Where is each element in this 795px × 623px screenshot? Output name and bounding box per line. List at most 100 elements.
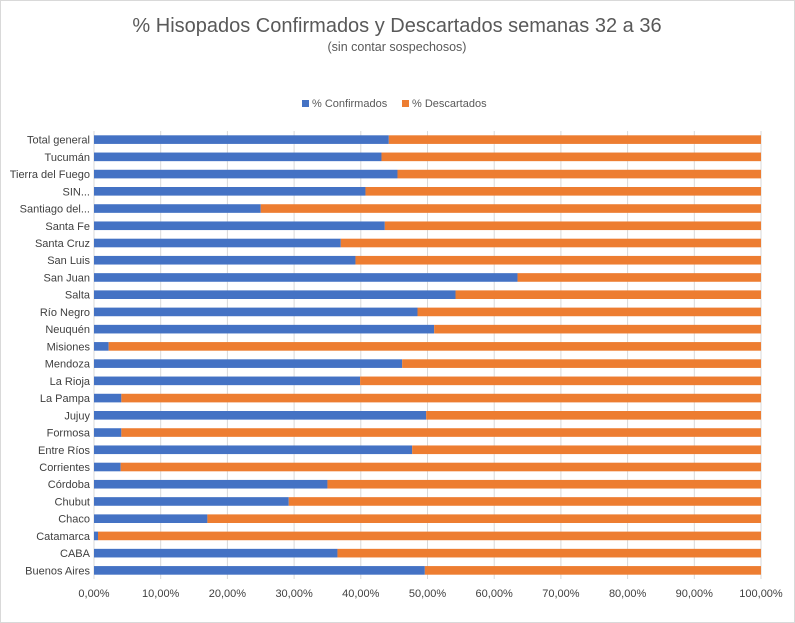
category-label: Entre Ríos [38,445,90,457]
bar-descartados [108,342,761,351]
category-label: Santa Cruz [35,238,90,250]
chart-subtitle: (sin contar sospechosos) [328,40,467,54]
bar-confirmados [94,393,122,403]
bar-confirmados [94,290,456,299]
category-label: Jujuy [64,410,90,422]
bar-descartados [381,152,761,162]
category-label: Total general [27,135,90,147]
x-tick-label: 0,00% [78,588,109,600]
bar-confirmados [94,445,413,455]
bar-confirmados [94,204,261,213]
bar-confirmados [94,238,341,248]
bar-confirmados [94,428,122,437]
category-label: Buenos Aires [25,565,90,577]
category-label: Chaco [58,514,90,526]
bar-descartados [402,359,761,368]
category-label: Catamarca [36,531,91,543]
bar-confirmados [94,152,382,162]
category-label: Salta [65,290,91,302]
gridlines [93,131,762,579]
x-tick-label: 30,00% [275,588,313,600]
x-tick-label: 10,00% [142,588,180,600]
bar-confirmados [94,359,403,368]
category-label: Misiones [47,341,91,353]
bar-confirmados [94,548,338,558]
legend: % Confirmados % Descartados [302,98,487,110]
category-label: SIN... [62,186,90,198]
bars [94,135,762,575]
category-label: Neuquén [45,324,90,336]
category-label: Tucumán [45,152,90,164]
bar-confirmados [94,187,366,196]
bar-descartados [365,187,761,196]
legend-label: % Confirmados [312,98,388,110]
x-tick-label: 40,00% [342,588,380,600]
category-label: La Pampa [40,393,91,405]
bar-confirmados [94,566,425,575]
bar-confirmados [94,479,328,489]
x-tick-label: 70,00% [542,588,580,600]
bar-confirmados [94,497,289,506]
legend-swatch [402,100,409,107]
bar-descartados [121,428,762,437]
x-tick-label: 100,00% [739,588,783,600]
bar-confirmados [94,135,389,144]
x-tick-labels: 0,00% 10,00% 20,00% 30,00% 40,00% 50,00% 60,00… [78,588,783,600]
bar-confirmados [94,324,435,334]
bar-descartados [517,273,761,282]
category-label: Santiago del... [20,204,90,216]
bar-descartados [207,514,761,523]
bar-descartados [388,135,761,144]
bar-descartados [98,531,761,541]
bar-descartados [412,445,761,455]
bar-confirmados [94,531,99,541]
bar-confirmados [94,411,427,420]
legend-swatch [302,100,309,107]
bar-confirmados [94,307,418,317]
bar-descartados [121,393,762,403]
bar-confirmados [94,273,518,282]
bar-descartados [327,479,761,489]
bar-descartados [417,307,761,317]
bar-descartados [434,324,761,334]
bar-descartados [455,290,761,299]
bar-confirmados [94,342,109,351]
category-label: CABA [60,548,91,560]
x-tick-label: 20,00% [209,588,247,600]
bar-confirmados [94,462,121,472]
bar-confirmados [94,255,356,265]
category-labels: Total general Tucumán Tierra del Fuego SIN.… [10,135,91,578]
x-tick-label: 80,00% [609,588,647,600]
bar-descartados [288,497,761,506]
bar-descartados [340,238,761,248]
category-label: Río Negro [40,307,90,319]
category-label: San Luis [47,255,90,267]
chart-title: % Hisopados Confirmados y Descartados se… [132,15,661,37]
bar-descartados [360,376,761,386]
category-label: Chubut [55,496,90,508]
x-tick-label: 60,00% [476,588,514,600]
legend-label: % Descartados [412,98,487,110]
bar-descartados [260,204,761,213]
category-label: Formosa [47,428,91,440]
category-label: Córdoba [48,479,91,491]
category-label: Mendoza [45,359,91,371]
bar-descartados [424,566,761,575]
category-label: Santa Fe [45,221,90,233]
bar-descartados [337,548,761,558]
bar-descartados [426,411,761,420]
bar-confirmados [94,169,398,179]
bar-confirmados [94,514,208,523]
bar-confirmados [94,376,361,386]
bar-descartados [120,462,762,472]
x-tick-label: 50,00% [409,588,447,600]
category-label: La Rioja [50,376,91,388]
bar-descartados [384,221,761,231]
bar-confirmados [94,221,385,231]
bar-descartados [355,255,761,265]
category-label: Tierra del Fuego [10,169,90,181]
bar-descartados [397,169,761,179]
category-label: San Juan [44,272,90,284]
